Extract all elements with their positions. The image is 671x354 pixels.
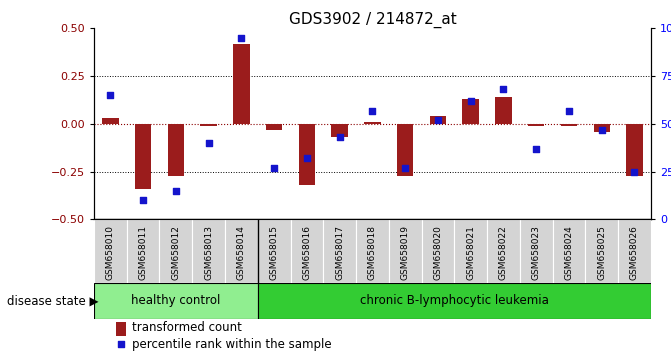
Bar [561,124,577,126]
Bar [364,122,380,124]
Bar [258,283,651,319]
Text: GSM658014: GSM658014 [237,225,246,280]
Point [203,140,214,146]
Bar [626,124,643,176]
Point [170,188,181,194]
Text: GSM658012: GSM658012 [171,225,180,280]
Point [498,87,509,92]
Bar [421,219,454,283]
Point [531,146,541,152]
Bar [299,124,315,185]
Text: GSM658016: GSM658016 [303,225,311,280]
Bar [397,124,413,176]
Text: GSM658024: GSM658024 [564,225,574,280]
Bar [127,219,160,283]
Bar [94,219,127,283]
Point [465,98,476,104]
Text: GSM658011: GSM658011 [139,225,148,280]
Bar [528,124,544,126]
Text: GSM658013: GSM658013 [204,225,213,280]
Bar [291,219,323,283]
Bar [135,124,151,189]
Bar [192,219,225,283]
Bar [495,97,511,124]
Bar [487,219,520,283]
Bar [201,124,217,126]
Point [105,92,115,98]
Text: GSM658025: GSM658025 [597,225,606,280]
Bar [234,44,250,124]
Bar [94,283,258,319]
Text: healthy control: healthy control [131,295,221,307]
Point [564,108,574,113]
Bar [258,219,291,283]
Text: chronic B-lymphocytic leukemia: chronic B-lymphocytic leukemia [360,295,549,307]
Bar [553,219,585,283]
Bar [594,124,610,132]
Text: GSM658019: GSM658019 [401,225,410,280]
Text: disease state ▶: disease state ▶ [7,295,98,307]
Text: GSM658015: GSM658015 [270,225,278,280]
Point [138,198,148,203]
Bar [429,116,446,124]
Text: transformed count: transformed count [132,321,242,334]
Bar [102,118,119,124]
Text: percentile rank within the sample: percentile rank within the sample [132,338,331,350]
Bar [454,219,487,283]
Point [629,169,640,175]
Bar [520,219,553,283]
Point [400,165,411,171]
Point [334,135,345,140]
Text: GSM658020: GSM658020 [433,225,442,280]
Point [433,117,444,123]
Bar [225,219,258,283]
Text: GSM658023: GSM658023 [531,225,541,280]
Bar [585,219,618,283]
Point [269,165,280,171]
Point [236,35,247,41]
Text: GSM658026: GSM658026 [630,225,639,280]
Bar [323,219,356,283]
Point [615,274,626,279]
Bar [168,124,184,176]
Point [367,108,378,113]
Text: GSM658022: GSM658022 [499,225,508,280]
Title: GDS3902 / 214872_at: GDS3902 / 214872_at [289,12,456,28]
Bar [160,219,192,283]
Text: GSM658010: GSM658010 [106,225,115,280]
Bar [389,219,421,283]
Text: GSM658021: GSM658021 [466,225,475,280]
Bar [266,124,282,130]
Text: GSM658017: GSM658017 [335,225,344,280]
Text: GSM658018: GSM658018 [368,225,377,280]
Point [301,155,312,161]
Bar [462,99,479,124]
Bar [331,124,348,137]
Bar [618,219,651,283]
Bar [116,322,126,336]
Point [597,127,607,132]
Bar [356,219,389,283]
